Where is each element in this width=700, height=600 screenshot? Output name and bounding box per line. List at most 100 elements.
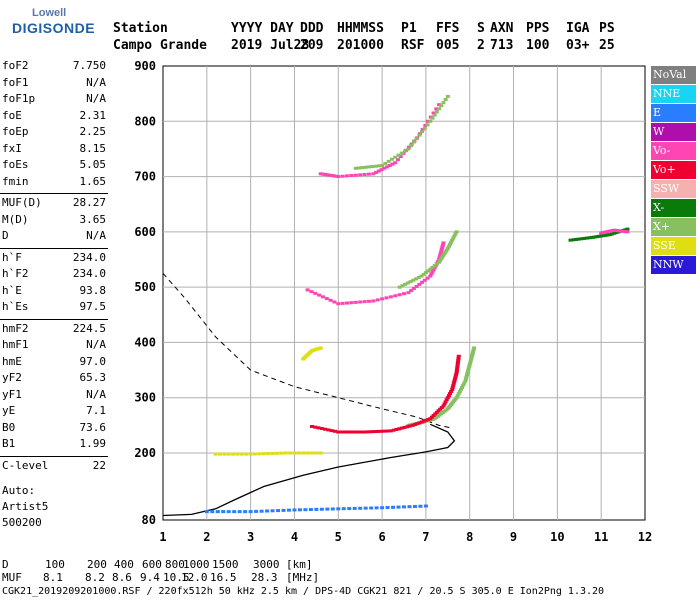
echo-point xyxy=(441,241,446,245)
echo-point xyxy=(420,130,425,134)
echo-point xyxy=(592,235,597,239)
param-name: h`E xyxy=(2,283,22,297)
echo-point xyxy=(439,257,444,261)
echo-point xyxy=(384,296,389,300)
param-row: hmE 97.0 xyxy=(2,355,106,370)
echo-point xyxy=(434,262,439,266)
echo-point xyxy=(426,269,431,273)
echo-point xyxy=(398,155,403,159)
echo-point xyxy=(286,508,291,512)
echo-point xyxy=(355,430,360,434)
param-row: foE 2.31 xyxy=(2,109,106,124)
echo-point xyxy=(296,451,301,455)
echo-point xyxy=(204,510,209,514)
echo-point xyxy=(406,145,411,149)
echo-point xyxy=(444,248,449,252)
echo-point xyxy=(366,299,371,303)
y-tick-label: 700 xyxy=(134,170,156,184)
echo-point xyxy=(226,510,231,514)
echo-point xyxy=(405,425,410,429)
echo-point xyxy=(366,165,371,169)
echo-point xyxy=(323,172,328,176)
plot-frame xyxy=(162,65,646,521)
echo-point xyxy=(417,133,422,137)
muf-value: 8.2 xyxy=(85,571,105,584)
echo-point xyxy=(442,252,447,256)
echo-point xyxy=(395,158,400,162)
param-row: yE 7.1 xyxy=(2,404,106,419)
param-value: N/A xyxy=(86,75,106,89)
echo-point xyxy=(309,424,314,428)
echo-point xyxy=(411,287,416,291)
echo-point xyxy=(428,119,433,123)
echo-point xyxy=(371,299,376,303)
echo-point xyxy=(438,251,443,255)
echo-point xyxy=(329,174,334,178)
x-tick-label: 7 xyxy=(422,530,429,544)
distance-value: 1000 xyxy=(183,558,210,571)
echo-point xyxy=(375,429,380,433)
x-tick-label: 12 xyxy=(638,530,652,544)
echo-point xyxy=(319,427,324,431)
echo-point xyxy=(443,400,448,404)
echo-point xyxy=(270,509,275,513)
echo-point xyxy=(358,300,363,304)
param-row: foEs 5.05 xyxy=(2,158,106,173)
echo-point xyxy=(439,406,444,410)
echo-point xyxy=(363,165,368,169)
echo-point xyxy=(309,290,314,294)
echo-point xyxy=(414,284,419,288)
echo-point xyxy=(342,430,347,434)
echo-point xyxy=(396,153,401,157)
echo-point xyxy=(358,173,363,177)
echo-point xyxy=(380,297,385,301)
echo-point xyxy=(412,504,417,508)
echo-point xyxy=(415,422,420,426)
echo-point xyxy=(419,420,424,424)
header-label: FFS xyxy=(436,21,460,36)
echo-point xyxy=(239,452,244,456)
echo-point xyxy=(257,452,262,456)
param-row: h`Es 97.5 xyxy=(2,300,106,315)
x-tick-label: 3 xyxy=(247,530,254,544)
param-value: 3.65 xyxy=(79,212,107,226)
echo-point xyxy=(434,410,439,414)
echo-point xyxy=(386,159,391,163)
echo-point xyxy=(393,161,398,165)
echo-point xyxy=(467,365,472,369)
y-tick-label: 400 xyxy=(134,335,156,349)
x-tick-label: 8 xyxy=(466,530,473,544)
echo-point xyxy=(441,404,446,408)
legend-item: NNW xyxy=(651,256,696,274)
param-row: M(D) 3.65 xyxy=(2,213,106,228)
param-name: fxI xyxy=(2,141,22,155)
param-value: 1.99 xyxy=(79,437,107,450)
x-tick-label: 9 xyxy=(510,530,517,544)
muf-value: 8.6 xyxy=(112,571,132,584)
distance-unit: [km] xyxy=(286,558,313,571)
echo-point xyxy=(316,426,321,430)
param-name: M(D) xyxy=(2,212,29,226)
echo-point xyxy=(450,385,455,389)
echo-point xyxy=(325,173,330,177)
param-row: foF1p N/A xyxy=(2,92,106,107)
echo-point xyxy=(405,281,410,285)
echo-point xyxy=(334,174,339,178)
auto-line: 500200 xyxy=(2,516,42,529)
echo-point xyxy=(576,237,581,241)
param-row: B0 73.6 xyxy=(2,421,106,436)
echo-point xyxy=(423,271,428,275)
header-label: Station xyxy=(113,21,168,36)
echo-point xyxy=(244,452,249,456)
echo-point xyxy=(319,507,324,511)
param-row: h`F 234.0 xyxy=(2,251,106,266)
echo-point xyxy=(374,170,379,174)
echo-point xyxy=(345,174,350,178)
param-row: h`E 93.8 xyxy=(2,284,106,299)
echo-point xyxy=(402,425,407,429)
echo-point xyxy=(332,300,337,304)
param-value: 234.0 xyxy=(72,267,106,280)
header-label: IGA xyxy=(566,21,590,36)
echo-point xyxy=(317,293,322,297)
legend-item: NNE xyxy=(651,85,696,103)
